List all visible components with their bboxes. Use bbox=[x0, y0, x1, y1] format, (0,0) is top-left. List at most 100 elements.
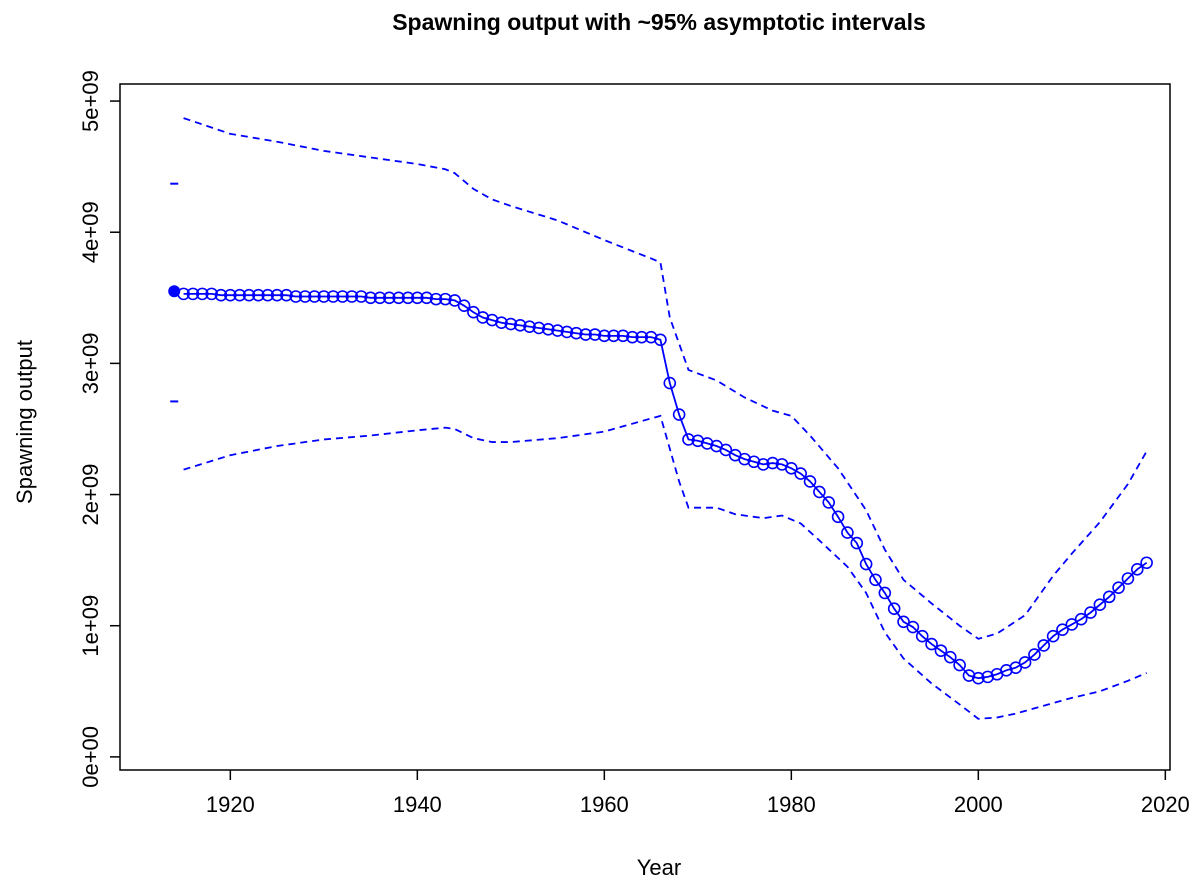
point bbox=[682, 433, 695, 446]
point bbox=[336, 290, 349, 303]
point bbox=[289, 290, 303, 303]
point bbox=[186, 287, 200, 301]
point bbox=[1065, 618, 1079, 631]
point bbox=[981, 670, 994, 684]
point bbox=[326, 290, 340, 303]
point bbox=[644, 330, 658, 344]
point bbox=[298, 290, 312, 303]
y-tick-label: 3e+09 bbox=[78, 332, 103, 394]
point bbox=[420, 291, 433, 305]
point bbox=[168, 285, 181, 298]
x-tick-label: 2020 bbox=[1141, 792, 1190, 817]
x-tick-label: 1940 bbox=[393, 792, 442, 817]
point bbox=[719, 443, 733, 457]
point bbox=[214, 288, 228, 302]
point bbox=[813, 485, 826, 499]
point bbox=[598, 329, 611, 343]
point bbox=[953, 658, 966, 672]
point bbox=[242, 288, 256, 302]
point bbox=[1130, 563, 1144, 576]
point bbox=[401, 291, 415, 305]
point bbox=[925, 637, 938, 651]
point bbox=[205, 287, 218, 301]
point bbox=[195, 287, 209, 301]
point bbox=[1093, 598, 1107, 612]
point bbox=[1112, 581, 1125, 594]
point bbox=[569, 326, 583, 340]
point bbox=[841, 526, 854, 539]
x-tick-label: 1920 bbox=[206, 792, 255, 817]
point bbox=[934, 644, 948, 657]
point bbox=[364, 291, 377, 305]
point bbox=[1018, 656, 1032, 669]
point bbox=[672, 408, 686, 421]
point bbox=[485, 313, 499, 327]
interval-line bbox=[183, 117, 1148, 640]
point bbox=[1074, 612, 1088, 626]
point bbox=[794, 467, 807, 480]
y-axis-label: Spawning output bbox=[12, 340, 37, 504]
point bbox=[495, 316, 508, 330]
point bbox=[663, 376, 677, 390]
point bbox=[738, 452, 751, 466]
point bbox=[1084, 606, 1097, 619]
point bbox=[756, 458, 770, 471]
point bbox=[915, 629, 929, 643]
point bbox=[654, 333, 667, 347]
point bbox=[972, 671, 985, 685]
point bbox=[280, 288, 293, 302]
point bbox=[551, 324, 564, 337]
point bbox=[579, 328, 592, 341]
point bbox=[588, 328, 602, 341]
point bbox=[1121, 572, 1135, 585]
chart-title: Spawning output with ~95% asymptotic int… bbox=[392, 9, 926, 35]
point bbox=[822, 496, 836, 509]
point bbox=[541, 322, 555, 336]
point bbox=[1046, 629, 1060, 643]
point bbox=[616, 329, 630, 343]
point bbox=[943, 650, 957, 664]
point bbox=[1000, 664, 1013, 677]
point bbox=[439, 292, 452, 306]
x-tick-label: 2000 bbox=[954, 792, 1003, 817]
x-tick-label: 1980 bbox=[767, 792, 816, 817]
point bbox=[270, 288, 284, 302]
y-tick-label: 2e+09 bbox=[78, 464, 103, 526]
point bbox=[224, 288, 237, 302]
point bbox=[850, 536, 864, 550]
point bbox=[626, 330, 639, 344]
point bbox=[1102, 590, 1116, 604]
point bbox=[504, 317, 518, 331]
point bbox=[476, 311, 490, 324]
point bbox=[906, 620, 920, 634]
point bbox=[962, 669, 976, 682]
point bbox=[429, 292, 443, 306]
point bbox=[887, 602, 901, 615]
point bbox=[467, 305, 480, 319]
point bbox=[308, 290, 321, 303]
point bbox=[1037, 639, 1051, 652]
point bbox=[635, 330, 649, 344]
series-line bbox=[183, 292, 1148, 680]
point bbox=[233, 288, 246, 302]
point bbox=[700, 437, 714, 450]
point bbox=[831, 510, 845, 524]
point bbox=[411, 291, 424, 305]
interval-line bbox=[183, 414, 1147, 720]
point bbox=[859, 557, 873, 571]
point bbox=[373, 291, 387, 305]
x-tick-label: 1960 bbox=[580, 792, 629, 817]
point bbox=[457, 299, 471, 312]
point bbox=[345, 290, 359, 303]
y-tick-label: 0e+00 bbox=[78, 726, 103, 788]
y-tick-label: 1e+09 bbox=[78, 595, 103, 657]
point bbox=[803, 475, 817, 488]
point bbox=[382, 291, 396, 305]
x-axis-label: Year bbox=[637, 855, 681, 880]
point bbox=[523, 320, 536, 333]
y-tick-label: 5e+09 bbox=[78, 70, 103, 132]
plot-box bbox=[119, 83, 1171, 771]
point bbox=[1009, 661, 1023, 674]
point bbox=[607, 329, 620, 343]
